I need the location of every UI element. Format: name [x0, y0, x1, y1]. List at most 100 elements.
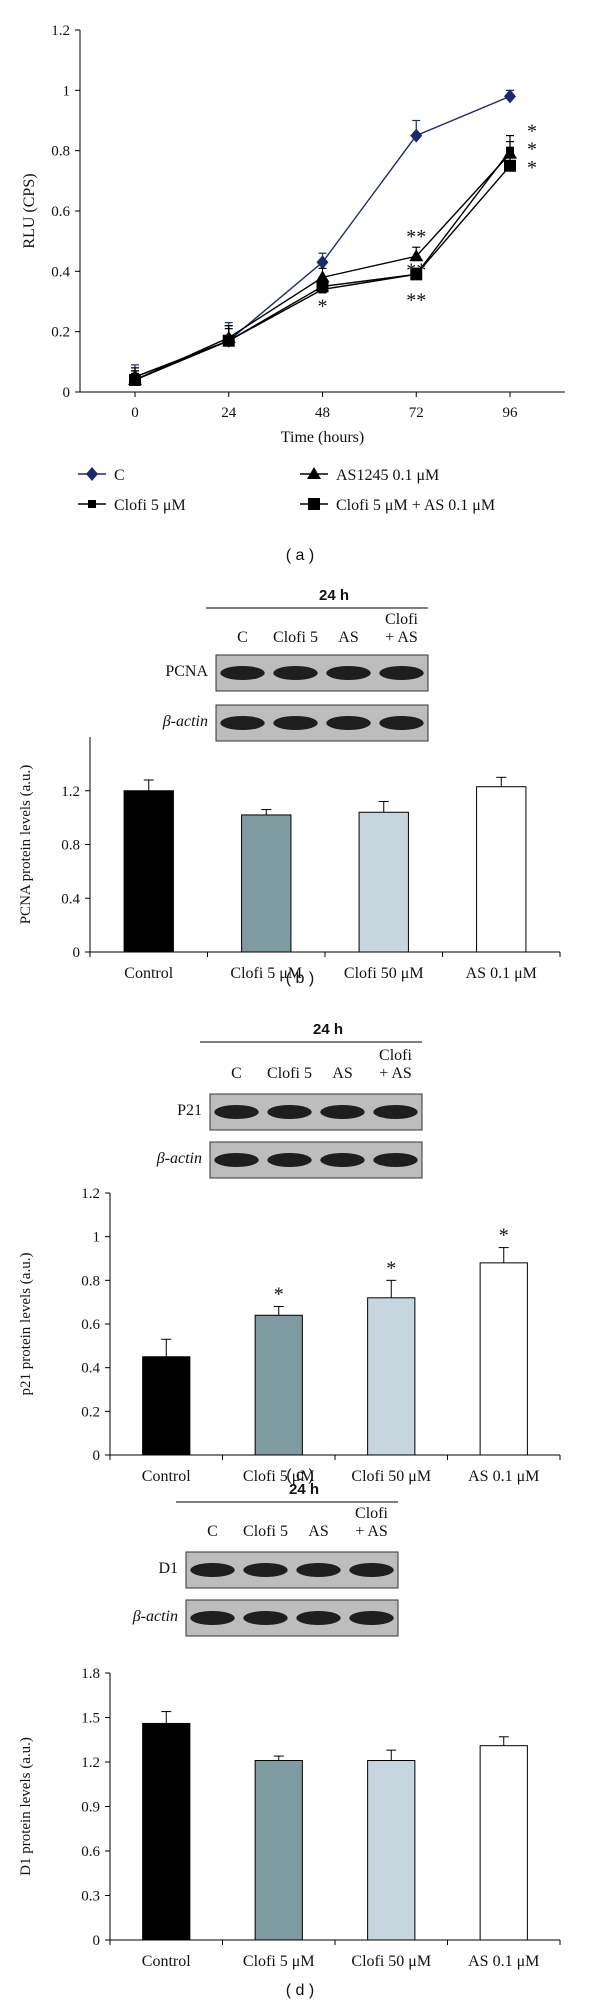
- blot-row-label: PCNA: [165, 663, 208, 680]
- blot-band: [320, 1153, 365, 1167]
- data-point: [315, 270, 330, 283]
- bar: [479, 1745, 528, 1941]
- blot-lane-label: C: [231, 1065, 242, 1082]
- blot-band: [326, 666, 371, 680]
- y-tick-label: 1.5: [81, 1711, 100, 1727]
- blot-band: [190, 1563, 235, 1577]
- bar: [367, 1297, 416, 1456]
- panel-label: ( c ): [286, 1467, 314, 1484]
- data-point: [222, 334, 235, 347]
- blot-band: [379, 666, 424, 680]
- blot-time-label: 24 h: [289, 1481, 319, 1498]
- significance-mark: *: [527, 157, 537, 179]
- data-point: [504, 159, 516, 172]
- x-tick-label: Control: [124, 965, 173, 982]
- x-tick-label: AS 0.1 μM: [466, 965, 537, 982]
- y-tick-label: 0.4: [81, 1361, 100, 1377]
- significance-mark: *: [527, 121, 537, 143]
- y-tick-label: 1.2: [51, 23, 70, 39]
- blot-band: [296, 1563, 341, 1577]
- y-tick-label: 0.4: [61, 891, 80, 907]
- data-point: [409, 249, 424, 262]
- series-line-0: [134, 95, 511, 378]
- significance-mark: **: [406, 259, 426, 281]
- panel-d-d1-chart: 24 h C Clofi 5 AS Clofi+ AS D1 β-actin 0 0.3 0.6 0…: [18, 1481, 561, 1999]
- blot-band: [349, 1563, 394, 1577]
- legend-label: C: [114, 467, 125, 484]
- blot-lane-label: C: [207, 1523, 218, 1540]
- legend-marker: [86, 467, 98, 481]
- bar: [254, 1314, 303, 1456]
- x-tick-label: Clofi 5 μM: [243, 1953, 315, 1970]
- x-tick-label: AS 0.1 μM: [468, 1468, 539, 1485]
- blot-band: [320, 1105, 365, 1119]
- x-tick-label: Control: [142, 1468, 191, 1485]
- significance-mark: *: [499, 1225, 509, 1247]
- blot-row-label: β-actin: [162, 713, 208, 730]
- bar: [142, 1722, 191, 1941]
- y-tick-label: 0: [73, 945, 81, 961]
- blot-band: [243, 1611, 288, 1625]
- legend-label: AS1245 0.1 μM: [336, 467, 439, 484]
- significance-mark: **: [406, 289, 426, 311]
- x-tick-label: Control: [142, 1953, 191, 1970]
- x-tick-label: Clofi 5 μM: [243, 1468, 315, 1485]
- blot-row-label: P21: [177, 1102, 202, 1119]
- blot-lane-label: Clofi 5: [243, 1523, 288, 1540]
- blot-lane-label: AS: [332, 1065, 352, 1082]
- data-point: [410, 128, 423, 143]
- panel-b-pcna-chart: 24 h C Clofi 5 AS Clofi+ AS PCNA β-actin 0 0.4 0.…: [18, 587, 561, 987]
- blot-band: [214, 1105, 259, 1119]
- y-tick-label: 0.4: [51, 264, 70, 280]
- significance-mark: *: [527, 139, 537, 161]
- bar: [241, 814, 292, 953]
- data-point: [129, 373, 141, 386]
- blot-lane-label: AS: [338, 629, 358, 646]
- legend-marker: [308, 498, 320, 510]
- y-tick-label: 0.6: [81, 1844, 100, 1860]
- bar: [367, 1760, 416, 1941]
- panel-label: ( a ): [286, 547, 314, 564]
- data-point: [316, 280, 329, 293]
- bar: [479, 1262, 528, 1456]
- blot-band: [243, 1563, 288, 1577]
- x-tick-label: Clofi 5 μM: [230, 965, 302, 982]
- bar: [254, 1760, 303, 1941]
- panel-label: ( d ): [286, 1982, 314, 1999]
- y-tick-label: 0.6: [81, 1317, 100, 1333]
- y-tick-label: 0.6: [51, 204, 70, 220]
- y-axis-label: PCNA protein levels (a.u.): [18, 765, 34, 925]
- blot-row-label: D1: [158, 1560, 178, 1577]
- blot-time-label: 24 h: [313, 1021, 343, 1038]
- legend-marker: [307, 467, 321, 479]
- x-axis-label: Time (hours): [281, 429, 364, 446]
- blot-lane-label: + AS: [385, 629, 418, 646]
- blot-row-label: β-actin: [156, 1150, 202, 1167]
- significance-mark: *: [318, 296, 328, 318]
- significance-mark: **: [406, 226, 426, 248]
- x-tick-label: AS 0.1 μM: [468, 1953, 539, 1970]
- y-tick-label: 1: [63, 83, 71, 99]
- blot-band: [220, 716, 265, 730]
- x-tick-label: Clofi 50 μM: [351, 1953, 431, 1970]
- blot-lane-label: + AS: [379, 1065, 412, 1082]
- blot-row-label: β-actin: [132, 1608, 178, 1625]
- y-tick-label: 0.8: [61, 838, 80, 854]
- legend-marker: [88, 500, 96, 508]
- y-tick-label: 1.2: [81, 1755, 100, 1771]
- y-tick-label: 0: [63, 385, 71, 401]
- bar: [476, 786, 527, 953]
- y-tick-label: 0.2: [81, 1404, 100, 1420]
- y-tick-label: 0.3: [81, 1889, 100, 1905]
- data-point: [316, 255, 329, 270]
- blot-time-label: 24 h: [319, 587, 349, 604]
- y-tick-label: 1.8: [81, 1666, 100, 1682]
- blot-band: [379, 716, 424, 730]
- y-axis-label: p21 protein levels (a.u.): [18, 1253, 34, 1396]
- bar: [358, 811, 409, 953]
- y-tick-label: 0: [93, 1933, 101, 1949]
- blot-band: [349, 1611, 394, 1625]
- blot-band: [373, 1105, 418, 1119]
- legend-label: Clofi 5 μM: [114, 497, 186, 514]
- y-axis-label: RLU (CPS): [21, 173, 38, 248]
